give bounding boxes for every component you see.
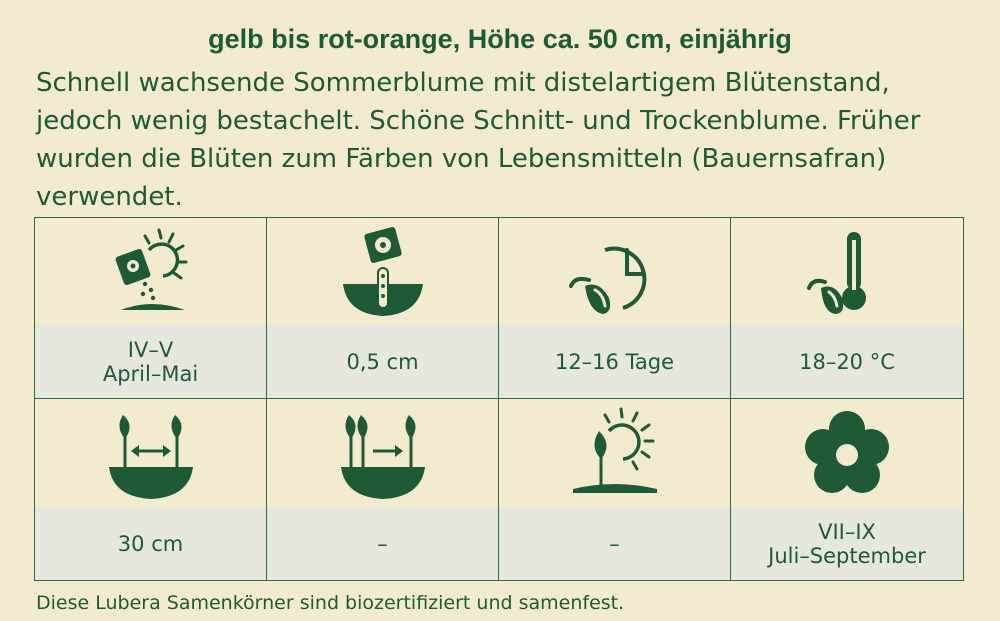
row-spacing-icon	[340, 415, 425, 499]
cell-row-spacing: –	[267, 399, 499, 580]
cell-flowering-time-line2: Juli–September	[768, 543, 926, 568]
cell-flowering-time-line1: VII–IX	[818, 519, 876, 544]
cell-sowing-depth: 0,5 cm	[267, 218, 499, 399]
info-grid: IV–V April–Mai 0,5 cm	[34, 217, 964, 581]
cell-germination-temperature: 18–20 °C	[731, 218, 963, 399]
subtitle: gelb bis rot-orange, Höhe ca. 50 cm, ein…	[208, 24, 792, 54]
cell-sowing-time-line2: April–Mai	[102, 361, 199, 386]
germination-time-clock-icon	[568, 246, 646, 314]
description-line-1: Schnell wachsende Sommerblume mit distel…	[36, 68, 890, 98]
cell-sowing-depth-value: 0,5 cm	[346, 349, 419, 374]
sun-location-icon	[572, 407, 657, 493]
cell-germination-time-value: 12–16 Tage	[554, 349, 675, 374]
germination-temperature-thermometer-icon	[807, 232, 866, 314]
cell-flowering-time: VII–IX Juli–September	[731, 399, 963, 580]
cell-plant-spacing: 30 cm	[35, 399, 267, 580]
cell-sowing-time: IV–V April–Mai	[35, 218, 267, 399]
description-line-3: wurden die Blüten zum Färben von Lebensm…	[36, 144, 887, 174]
description: Schnell wachsende Sommerblume mit distel…	[36, 64, 966, 216]
flowering-time-flower-icon	[805, 411, 889, 493]
cell-location: –	[499, 399, 731, 580]
footer-note: Diese Lubera Samenkörner sind biozertifi…	[36, 592, 625, 614]
description-line-2: jedoch wenig bestachelt. Schöne Schnitt-…	[36, 106, 921, 136]
cell-germination-time: 12–16 Tage	[499, 218, 731, 399]
sowing-seed-packet-sun-icon	[115, 228, 187, 310]
cell-germination-temperature-value: 18–20 °C	[799, 349, 895, 374]
cell-sowing-time-line1: IV–V	[127, 337, 174, 362]
description-line-4: verwendet.	[36, 182, 183, 212]
sowing-depth-icon	[342, 227, 423, 316]
plant-spacing-icon	[108, 415, 193, 499]
cell-row-spacing-value: –	[377, 531, 388, 556]
cell-plant-spacing-value: 30 cm	[117, 531, 184, 556]
cell-location-value: –	[609, 531, 620, 556]
